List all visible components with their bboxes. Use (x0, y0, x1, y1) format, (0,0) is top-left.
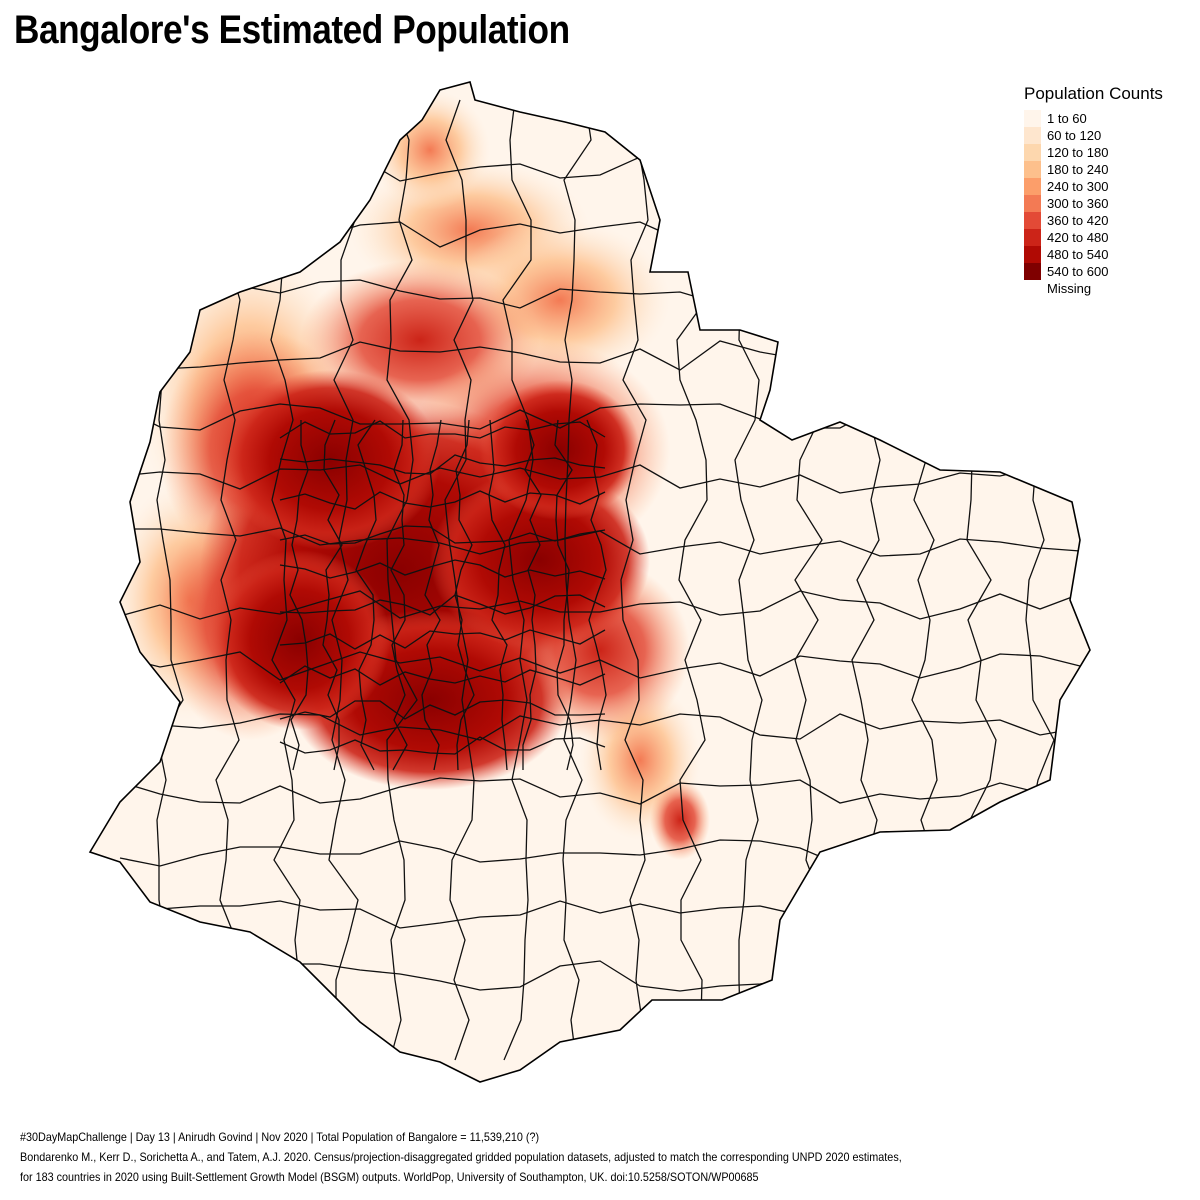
legend-item: 480 to 540 (1024, 246, 1163, 263)
legend-item: 540 to 600 (1024, 263, 1163, 280)
legend-title: Population Counts (1024, 84, 1163, 103)
ward-boundary (279, 736, 606, 755)
ward-boundary (119, 590, 1081, 620)
density-patch (220, 370, 440, 550)
caption-line: for 183 countries in 2020 using Built-Se… (20, 1170, 759, 1184)
legend-swatch (1024, 144, 1041, 161)
legend-label: 120 to 180 (1047, 145, 1109, 160)
ward-boundary (421, 419, 442, 771)
ward-boundary (279, 559, 606, 580)
caption: #30DayMapChallenge | Day 13 | Anirudh Go… (20, 1127, 902, 1187)
legend-label: 240 to 300 (1047, 179, 1109, 194)
ward-boundary (279, 454, 606, 475)
ward-boundary (279, 420, 606, 439)
ward-boundary (554, 419, 574, 771)
map-title: Bangalore's Estimated Population (14, 8, 570, 52)
legend-item: 120 to 180 (1024, 144, 1163, 161)
caption-line: Bondarenko M., Kerr D., Sorichetta A., a… (20, 1150, 902, 1164)
legend-swatch (1024, 246, 1041, 263)
city-boundary (88, 81, 1091, 1083)
ward-boundary (620, 99, 649, 1061)
legend-swatch (1024, 110, 1041, 127)
ward-boundary (328, 99, 359, 1061)
ward-boundary (279, 490, 606, 510)
ward-boundary (488, 419, 508, 771)
ward-boundary (119, 713, 1081, 741)
legend-swatch (1024, 161, 1041, 178)
ward-boundary (386, 99, 418, 1061)
legend-item: 1 to 60 (1024, 110, 1163, 127)
ward-boundary (119, 464, 1081, 494)
legend: Population Counts 1 to 60 60 to 120 120 to… (1024, 84, 1163, 297)
ward-boundary (279, 525, 606, 545)
legend-item: 240 to 300 (1024, 178, 1163, 195)
ward-boundary (322, 419, 343, 771)
density-patch (480, 380, 640, 520)
legend-item: 180 to 240 (1024, 161, 1163, 178)
ward-boundary (586, 419, 607, 771)
ward-boundary (454, 419, 475, 771)
ward-boundary (522, 419, 542, 770)
legend-label: 1 to 60 (1047, 111, 1087, 126)
legend-label: 300 to 360 (1047, 196, 1109, 211)
legend-swatch (1024, 212, 1041, 229)
ward-boundary (119, 777, 1081, 805)
legend-item: 420 to 480 (1024, 229, 1163, 246)
legend-swatch (1024, 178, 1041, 195)
density-patch (430, 470, 650, 650)
caption-line: #30DayMapChallenge | Day 13 | Anirudh Go… (20, 1130, 540, 1144)
legend-item: Missing (1024, 280, 1163, 297)
legend-label: 60 to 120 (1047, 128, 1102, 143)
legend-swatch (1024, 280, 1041, 297)
density-patch (650, 780, 710, 860)
ward-boundary (289, 420, 309, 771)
legend-swatch (1024, 195, 1041, 212)
legend-label: 180 to 240 (1047, 162, 1109, 177)
legend-label: Missing (1047, 281, 1092, 296)
legend-label: 540 to 600 (1047, 264, 1109, 279)
legend-swatch (1024, 229, 1041, 246)
ward-boundary (444, 99, 475, 1061)
legend-swatch (1024, 263, 1041, 280)
legend-item: 300 to 360 (1024, 195, 1163, 212)
legend-label: 360 to 420 (1047, 213, 1109, 228)
ward-boundary (502, 99, 534, 1061)
legend-item: 360 to 420 (1024, 212, 1163, 229)
legend-label: 480 to 540 (1047, 247, 1109, 262)
legend-item: 60 to 120 (1024, 127, 1163, 144)
ward-boundary (562, 99, 592, 1061)
legend-swatch (1024, 127, 1041, 144)
ward-boundary (390, 419, 408, 771)
ward-boundary (279, 629, 606, 650)
ward-boundary (279, 594, 606, 616)
legend-label: 420 to 480 (1047, 230, 1109, 245)
ward-boundary (279, 699, 606, 720)
ward-boundary (355, 419, 377, 771)
